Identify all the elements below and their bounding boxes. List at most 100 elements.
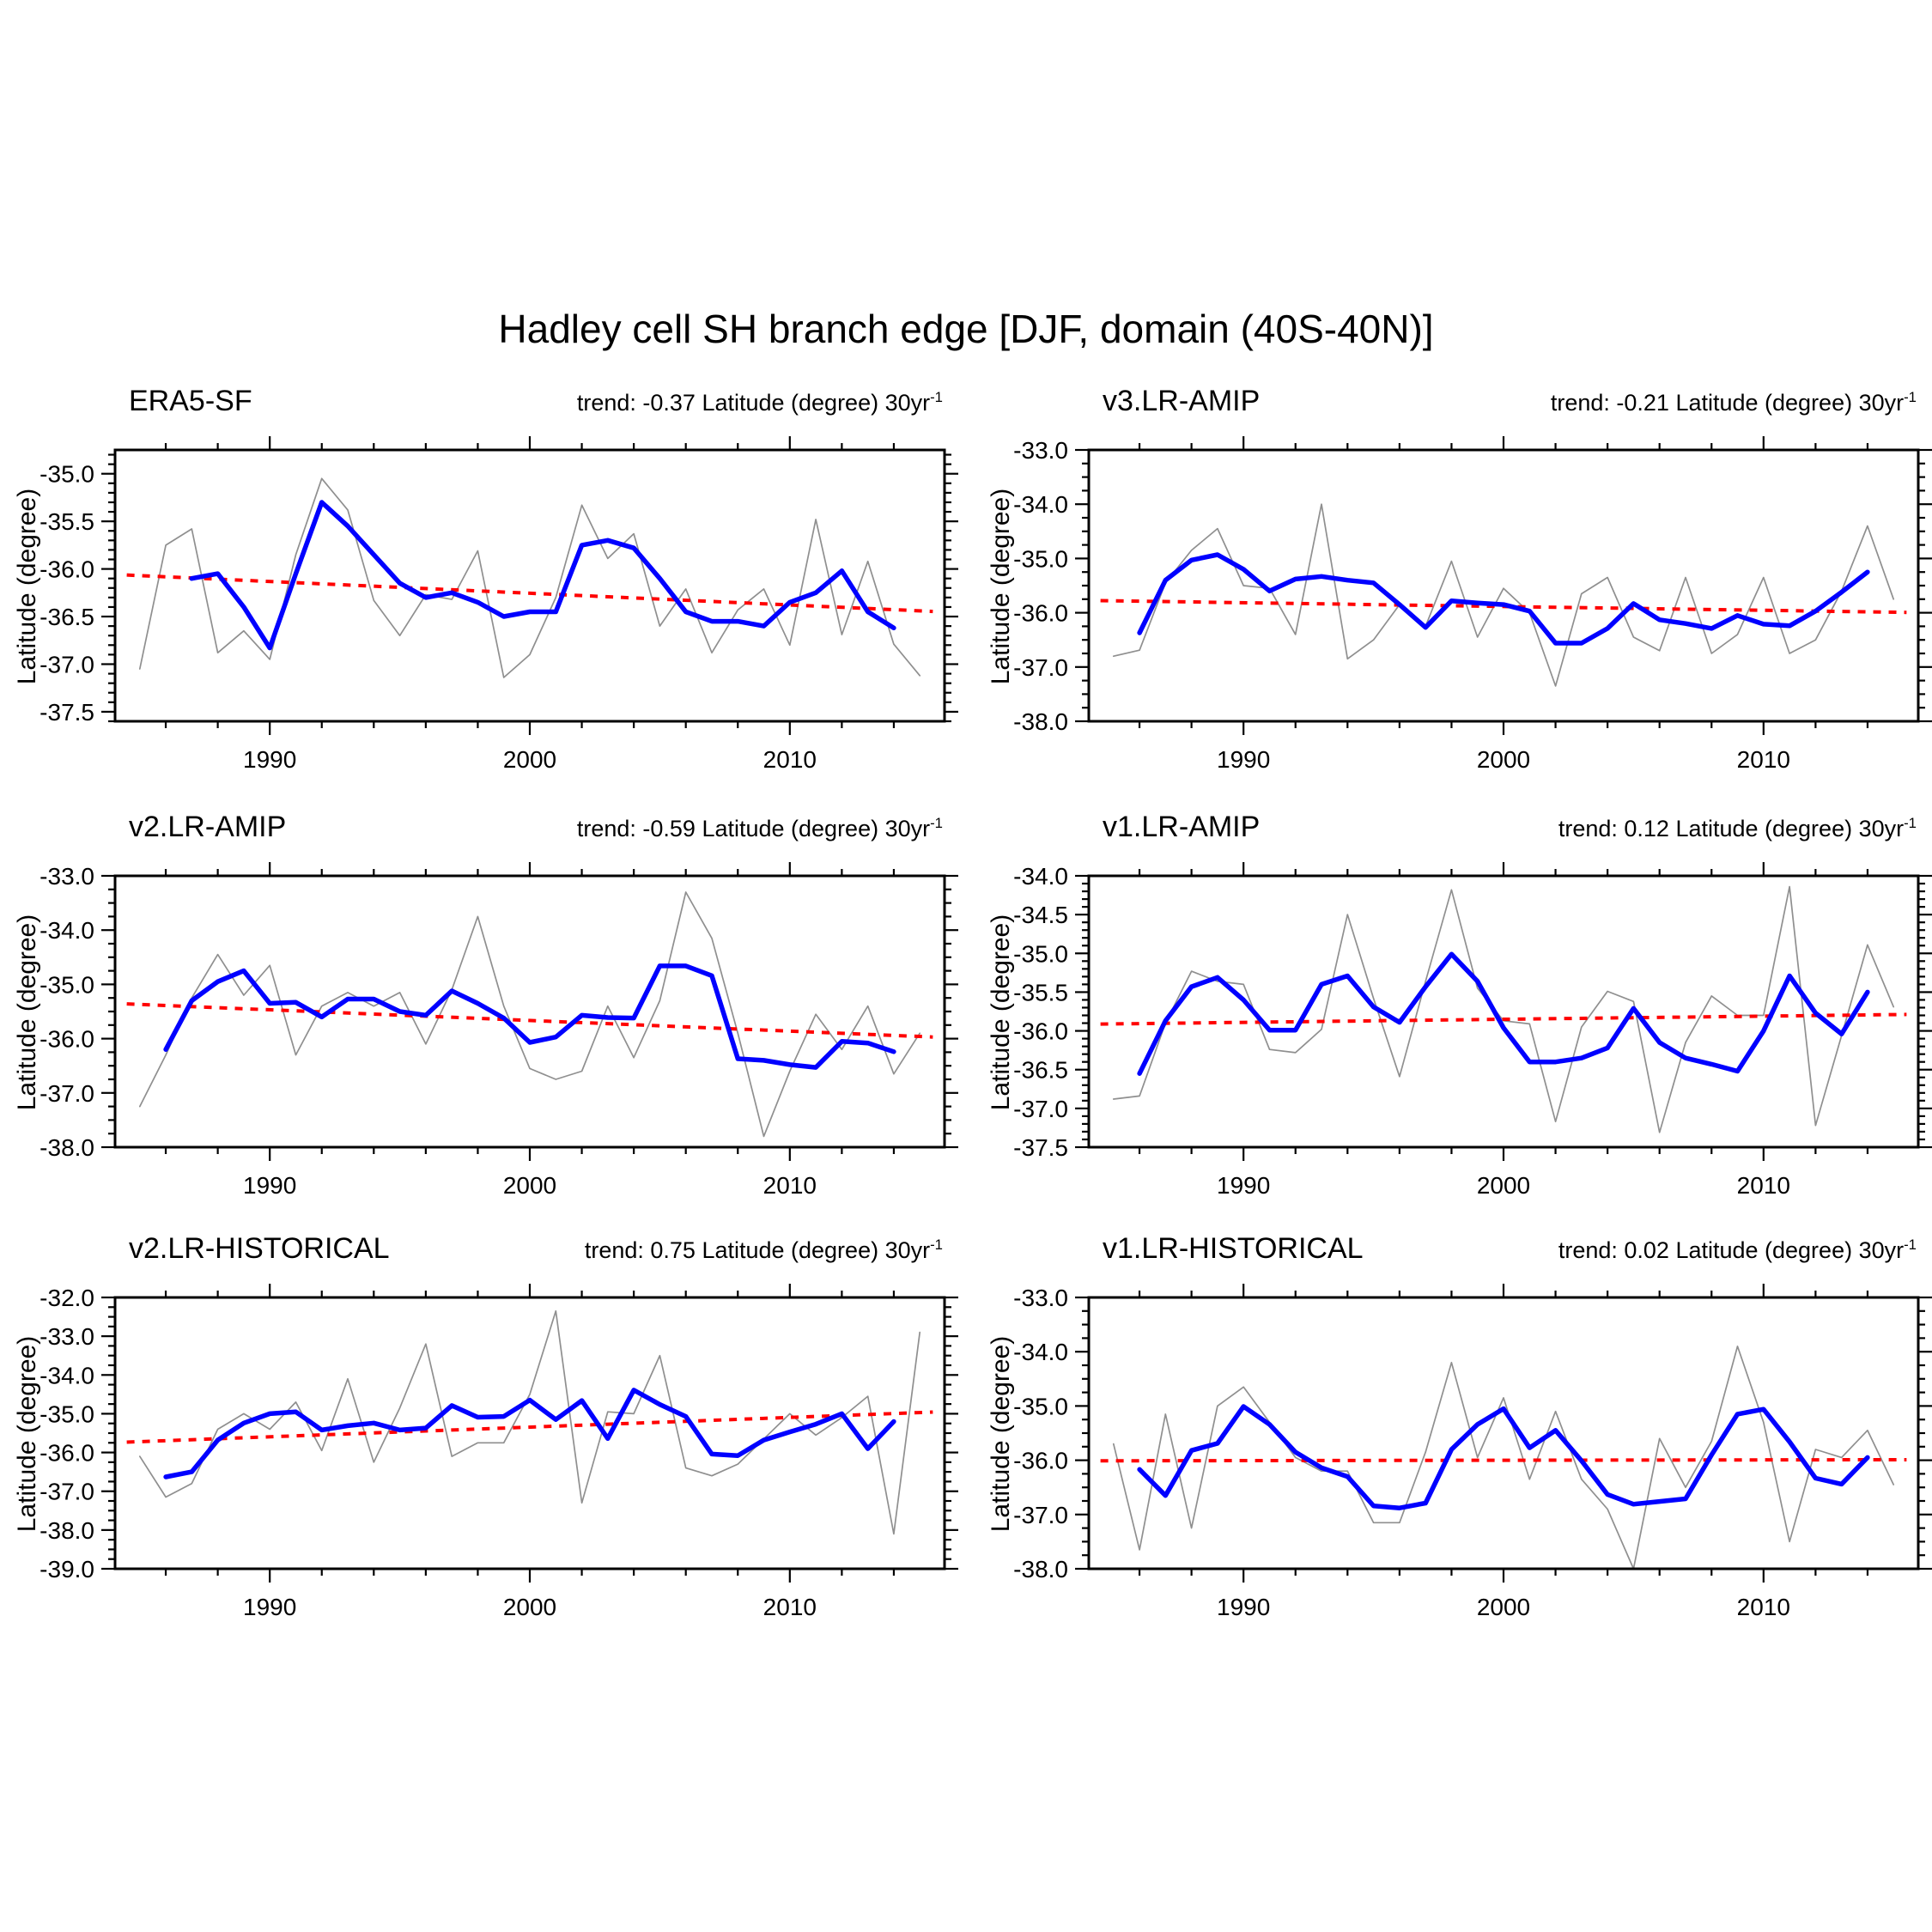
panel-trend-label: trend: -0.59 Latitude (degree) 30yr-1 bbox=[576, 815, 943, 841]
y-tick-label: -34.0 bbox=[1013, 863, 1068, 890]
y-tick-label: -37.0 bbox=[39, 651, 94, 677]
y-tick-label: -35.0 bbox=[1013, 1393, 1068, 1419]
annual-line bbox=[1112, 503, 1895, 687]
x-axis-ticks bbox=[1138, 862, 1869, 1161]
annual-line bbox=[138, 1309, 921, 1535]
axis-frame bbox=[1087, 448, 1920, 723]
panel-title-v2-lr-historical: v2.LR-HISTORICAL bbox=[129, 1232, 390, 1265]
x-tick-label: 2010 bbox=[1737, 1172, 1790, 1199]
y-tick-label: -38.0 bbox=[1013, 1556, 1068, 1583]
y-tick-label: -34.0 bbox=[39, 917, 94, 944]
smoothed-line bbox=[1137, 552, 1870, 646]
y-tick-label: -37.0 bbox=[1013, 1502, 1068, 1528]
y-tick-label: -35.0 bbox=[1013, 940, 1068, 967]
x-tick-label: 2000 bbox=[503, 746, 556, 773]
y-tick-label: -39.0 bbox=[39, 1556, 94, 1583]
y-tick-label: -36.0 bbox=[39, 1440, 94, 1467]
trend-line bbox=[126, 1410, 933, 1444]
smoothed-line bbox=[163, 963, 896, 1070]
x-tick-label: 2010 bbox=[1737, 1594, 1790, 1620]
y-tick-label: -37.5 bbox=[39, 699, 94, 726]
x-tick-label: 1990 bbox=[243, 1172, 296, 1199]
panel-trend-label: trend: 0.02 Latitude (degree) 30yr-1 bbox=[1558, 1236, 1917, 1263]
y-axis-ticks bbox=[1075, 874, 1932, 1149]
y-tick-label: -36.0 bbox=[39, 1026, 94, 1053]
annual-line bbox=[1112, 885, 1895, 1133]
panel-v2.LR-HISTORICAL: 1990 2000 2010 -39.0 -38.0 -37.0 -36.0 -35.0 -34… bbox=[39, 1284, 958, 1620]
panel-v2.LR-AMIP: 1990 2000 2010 -38.0 -37.0 -36.0 -35.0 -34.0 -33… bbox=[39, 862, 958, 1199]
y-tick-label: -36.0 bbox=[39, 556, 94, 583]
smoothed-line bbox=[1137, 1404, 1870, 1510]
x-tick-label: 2000 bbox=[503, 1172, 556, 1199]
x-tick-label: 2010 bbox=[763, 1172, 817, 1199]
y-tick-label: -37.0 bbox=[39, 1080, 94, 1107]
y-tick-label: -38.0 bbox=[39, 1517, 94, 1544]
y-tick-label: -35.0 bbox=[39, 461, 94, 488]
panel-ERA5-SF: 1990 2000 2010 -37.5 -37.0 -36.5 -36.0 -35.5 -35… bbox=[39, 436, 958, 773]
y-tick-label: -37.5 bbox=[1013, 1134, 1068, 1161]
annual-line bbox=[138, 477, 921, 678]
x-tick-label: 2000 bbox=[1477, 746, 1530, 773]
y-tick-label: -35.0 bbox=[39, 971, 94, 998]
panel-trend-label: trend: -0.21 Latitude (degree) 30yr-1 bbox=[1550, 389, 1917, 416]
smoothed-line bbox=[189, 500, 896, 651]
panel-title-v3-lr-amip: v3.LR-AMIP bbox=[1103, 385, 1261, 417]
axis-frame bbox=[113, 874, 946, 1149]
y-tick-label: -35.0 bbox=[39, 1400, 94, 1427]
x-tick-label: 1990 bbox=[243, 746, 296, 773]
y-tick-label: -34.0 bbox=[1013, 1339, 1068, 1365]
y-tick-label: -36.5 bbox=[39, 604, 94, 630]
panel-title-v2-lr-amip: v2.LR-AMIP bbox=[129, 811, 287, 843]
x-axis-ticks bbox=[164, 862, 896, 1161]
x-tick-label: 2010 bbox=[763, 1594, 817, 1620]
axis-frame bbox=[113, 1296, 946, 1571]
panel-v1.LR-HISTORICAL: 1990 2000 2010 -38.0 -37.0 -36.0 -35.0 -34.0 -33… bbox=[1013, 1284, 1932, 1620]
y-tick-label: -38.0 bbox=[39, 1134, 94, 1161]
y-tick-label: -36.5 bbox=[1013, 1057, 1068, 1084]
y-tick-label: -36.0 bbox=[1013, 1448, 1068, 1474]
panel-trend-label: trend: 0.12 Latitude (degree) 30yr-1 bbox=[1558, 815, 1917, 841]
smoothed-line bbox=[1137, 951, 1870, 1076]
y-tick-label: -33.0 bbox=[1013, 437, 1068, 464]
annual-line bbox=[1112, 1346, 1895, 1570]
y-tick-label: -36.0 bbox=[1013, 600, 1068, 627]
x-tick-label: 1990 bbox=[1217, 1172, 1270, 1199]
y-tick-label: -33.0 bbox=[1013, 1285, 1068, 1311]
y-tick-label: -35.5 bbox=[39, 508, 94, 535]
trend-line bbox=[126, 1002, 933, 1039]
annual-line bbox=[138, 891, 921, 1138]
x-tick-label: 2000 bbox=[1477, 1172, 1530, 1199]
x-axis-ticks bbox=[1138, 436, 1869, 735]
panel-trend-label: trend: -0.37 Latitude (degree) 30yr-1 bbox=[576, 389, 943, 416]
x-tick-label: 2010 bbox=[763, 746, 817, 773]
y-tick-label: -32.0 bbox=[39, 1285, 94, 1311]
y-tick-label: -33.0 bbox=[39, 1323, 94, 1350]
smoothed-line bbox=[163, 1388, 896, 1479]
y-tick-label: -34.0 bbox=[1013, 491, 1068, 518]
y-axis-ticks bbox=[101, 874, 958, 1149]
x-tick-label: 1990 bbox=[243, 1594, 296, 1620]
panel-v1.LR-AMIP: 1990 2000 2010 -37.5 -37.0 -36.5 -36.0 -35.5 -35… bbox=[1013, 862, 1932, 1199]
figure-title: Hadley cell SH branch edge [DJF, domain … bbox=[498, 307, 1434, 351]
y-axis-ticks bbox=[101, 1296, 958, 1571]
x-tick-label: 2010 bbox=[1737, 746, 1790, 773]
y-axis-ticks bbox=[1075, 1296, 1932, 1571]
y-tick-label: -34.5 bbox=[1013, 902, 1068, 928]
x-axis-ticks bbox=[1138, 1284, 1869, 1583]
panel-title-era5-sf: ERA5-SF bbox=[129, 385, 252, 417]
panel-title-v1-lr-historical: v1.LR-HISTORICAL bbox=[1103, 1232, 1364, 1265]
trend-line bbox=[126, 573, 933, 614]
y-tick-label: -37.0 bbox=[39, 1479, 94, 1505]
y-tick-label: -33.0 bbox=[39, 863, 94, 890]
y-tick-label: -36.0 bbox=[1013, 1018, 1068, 1045]
y-tick-label: -37.0 bbox=[1013, 1096, 1068, 1122]
x-axis-ticks bbox=[164, 1284, 896, 1583]
x-tick-label: 2000 bbox=[1477, 1594, 1530, 1620]
trend-line bbox=[1100, 1457, 1907, 1463]
panel-title-v1-lr-amip: v1.LR-AMIP bbox=[1103, 811, 1261, 843]
axis-frame bbox=[113, 448, 946, 723]
panel-trend-label: trend: 0.75 Latitude (degree) 30yr-1 bbox=[584, 1236, 943, 1263]
y-tick-label: -38.0 bbox=[1013, 708, 1068, 735]
